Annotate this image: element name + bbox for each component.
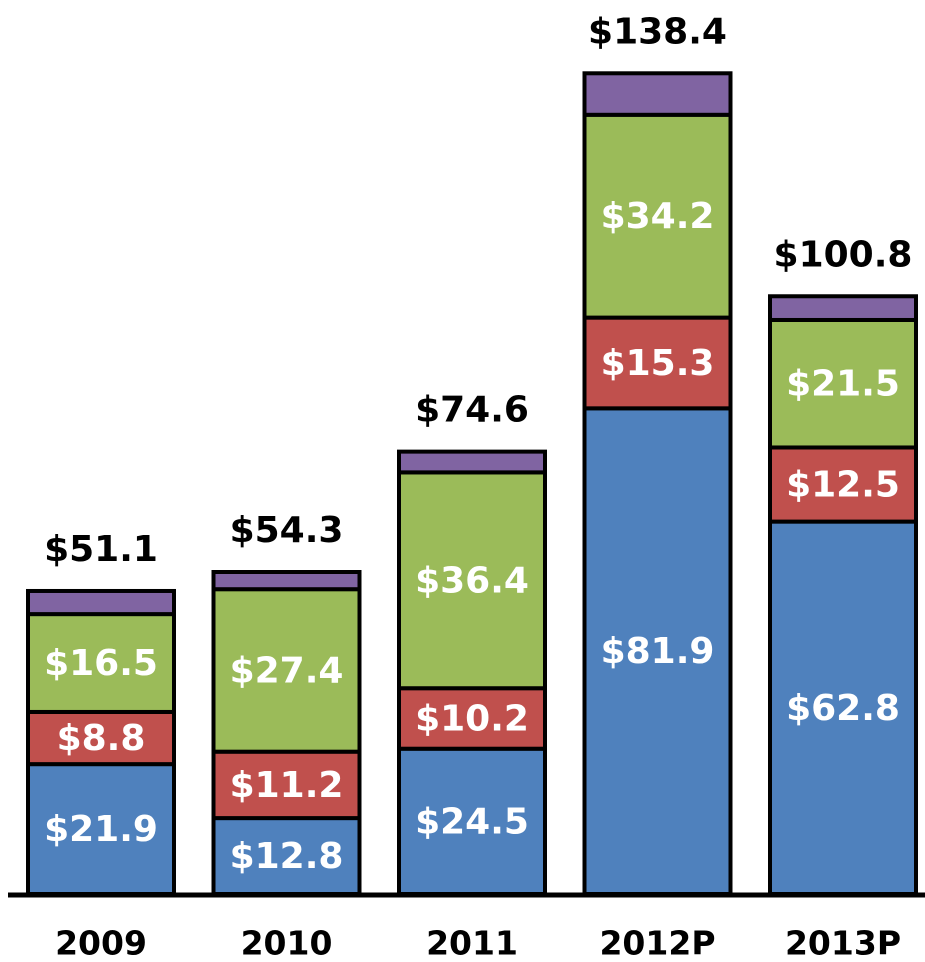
bar-segment: [582, 315, 733, 411]
bar-segment: [397, 686, 547, 751]
value-label: $12.5: [786, 465, 900, 506]
value-label: $12.8: [230, 836, 344, 877]
total-label: $138.4: [588, 11, 727, 52]
value-label: $21.5: [786, 364, 900, 405]
total-label: $100.8: [774, 234, 913, 275]
bar-segment: [26, 588, 176, 617]
bar-segment: [768, 317, 918, 450]
value-label: $34.2: [601, 196, 715, 237]
value-label: $62.8: [786, 688, 900, 729]
bar-segment: [26, 762, 176, 896]
bar-segment: [582, 71, 733, 117]
value-label: $15.3: [601, 343, 715, 384]
value-label: $21.9: [44, 809, 158, 850]
bar-segment: [582, 406, 733, 896]
bar-segment: [582, 112, 733, 320]
bar-segment: [26, 709, 176, 767]
value-label: $81.9: [601, 631, 715, 672]
value-label: $27.4: [230, 650, 344, 691]
value-label: $36.4: [415, 560, 529, 601]
bar-segment: [211, 816, 362, 897]
bar-segment: [768, 294, 918, 322]
value-label: $10.2: [415, 698, 529, 739]
total-label: $51.1: [44, 529, 158, 570]
x-tick-label: 2010: [241, 924, 333, 962]
value-label: $16.5: [44, 643, 158, 684]
bar-segment: [211, 587, 362, 754]
bar-segment: [211, 570, 362, 592]
total-label: $74.6: [415, 390, 529, 431]
x-tick-label: 2011: [426, 924, 518, 962]
value-label: $24.5: [415, 801, 529, 842]
value-label: $8.8: [57, 718, 146, 759]
bar-segment: [397, 449, 547, 475]
x-tick-label: 2009: [55, 924, 147, 962]
x-tick-label: 2013P: [785, 924, 901, 962]
x-tick-label: 2012P: [599, 924, 715, 962]
value-label: $11.2: [230, 765, 344, 806]
bar-segment: [397, 470, 547, 691]
total-label: $54.3: [230, 510, 344, 551]
